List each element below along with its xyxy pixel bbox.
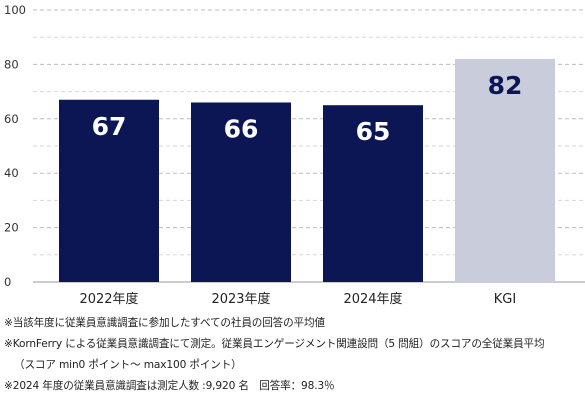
bar-1	[59, 99, 159, 282]
y-axis-ticks: 0 20 40 60 80 100	[4, 3, 26, 289]
x-tick-label-1: 2022年度	[79, 291, 138, 307]
y-tick-label-80: 80	[4, 57, 19, 71]
footnote-3: （スコア min0 ポイント～ max100 ポイント）	[14, 359, 242, 371]
bar-4	[455, 58, 555, 283]
footnote-1: ※当該年度に従業員意識調査に参加したすべての社員の回答の平均値	[4, 317, 325, 329]
y-tick-label-20: 20	[4, 221, 19, 235]
bars: 67 66 65 82	[59, 58, 555, 283]
bar-chart: 0 20 40 60 80 100 67 66 65 82 2022年度 2023年度 2024年度…	[4, 3, 585, 307]
bar-value-label-4: 82	[488, 71, 523, 100]
footnotes: ※当該年度に従業員意識調査に参加したすべての社員の回答の平均値 ※KornFer…	[4, 313, 584, 397]
bar-value-label-2: 66	[224, 114, 259, 143]
x-axis-labels: 2022年度 2023年度 2024年度 KGI	[79, 291, 516, 307]
footnote-2: ※KornFerry による従業員意識調査にて測定。従業員エンゲージメント関連設…	[4, 338, 545, 350]
bar-3	[323, 105, 423, 282]
x-tick-label-4: KGI	[494, 292, 516, 307]
x-tick-label-3: 2024年度	[343, 291, 402, 307]
y-tick-label-40: 40	[4, 166, 19, 180]
bar-value-label-1: 67	[92, 112, 127, 141]
x-tick-label-2: 2023年度	[211, 291, 270, 307]
bar-value-label-3: 65	[356, 117, 391, 146]
y-tick-label-0: 0	[4, 275, 11, 289]
y-tick-label-60: 60	[4, 112, 19, 126]
bar-2	[191, 102, 291, 282]
y-tick-label-100: 100	[4, 3, 26, 17]
footnote-4: ※2024 年度の従業員意識調査は測定人数 :9,920 名 回答率：98.3％	[4, 380, 335, 392]
